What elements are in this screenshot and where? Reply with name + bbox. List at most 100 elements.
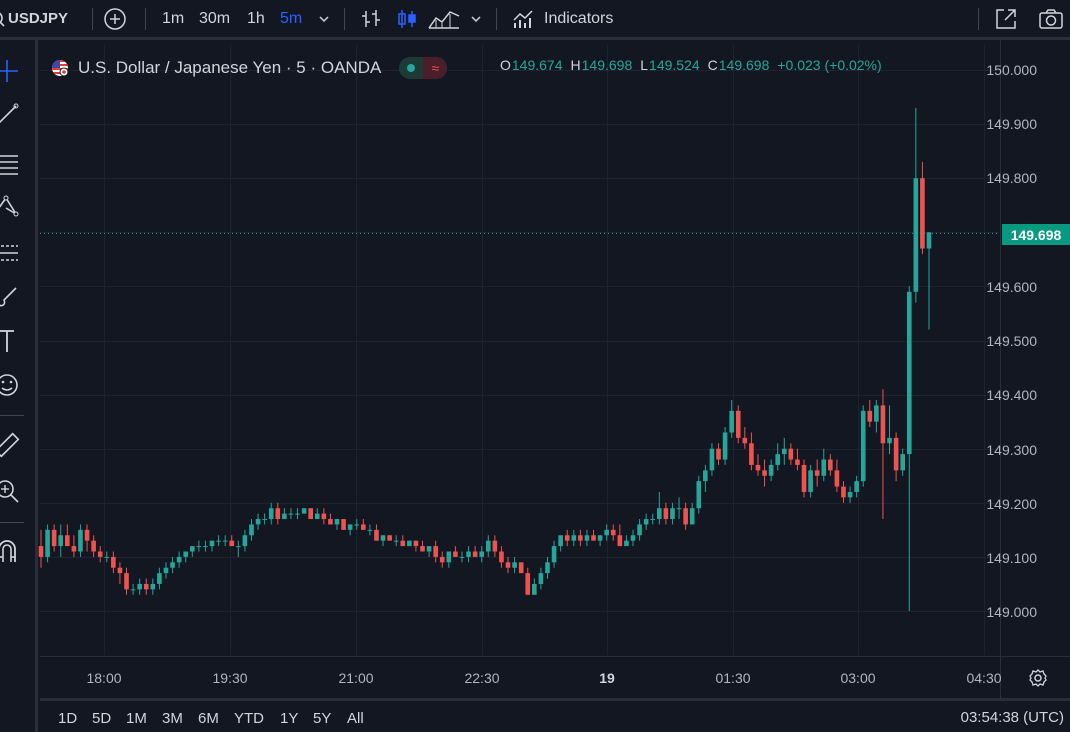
open-key: O [500,57,511,73]
candle-body [874,405,879,422]
ruler-icon [0,432,20,458]
candle-body [564,535,570,541]
trend-line-tool[interactable] [0,100,22,130]
pattern-tool[interactable] [0,192,22,222]
range-ytd[interactable]: YTD [234,710,264,727]
market-status-badge[interactable]: ≈ [399,57,448,79]
candle-body [624,540,629,547]
candle-body [262,519,267,521]
candle-body [242,535,248,547]
interval-5m-label: 5m [280,9,303,27]
candle-body [630,535,636,541]
close-value: 149.698 [718,57,770,73]
candle-body [222,540,228,542]
high-key: H [570,57,581,73]
chart-type-dropdown-button[interactable] [470,0,482,37]
candle-body [163,567,169,574]
candles-style-button[interactable] [396,0,418,37]
candle-body [170,562,175,568]
candle-body [768,464,774,476]
crosshair-tool[interactable] [0,56,22,86]
candle-body [670,508,675,520]
fib-tool[interactable] [0,148,22,178]
candle-body [38,546,44,557]
magnet-tool[interactable] [0,536,22,566]
brush-tool[interactable] [0,282,22,312]
range-1m[interactable]: 1M [126,710,147,727]
interval-5m[interactable]: 5m [280,0,302,37]
candle-body [604,529,609,536]
symbol-title[interactable]: U.S. Dollar / Japanese Yen · 5 · OANDA [78,58,382,77]
interval-30m[interactable]: 30m [199,0,230,37]
candle-body [45,529,50,557]
price-tick: 149.900 [986,116,1037,132]
candle-body [637,524,642,536]
candle-body [380,535,386,541]
gear-icon [1029,669,1047,687]
candle-body [479,551,485,557]
candle-body [499,551,504,563]
search-icon [0,12,5,27]
candle-body [518,562,524,574]
candle-body [505,562,511,568]
projection-tool[interactable] [0,238,22,268]
indicators-button[interactable]: Indicators [512,0,613,37]
measure-tool[interactable] [0,430,22,460]
interval-1m[interactable]: 1m [162,0,184,37]
candle-body [216,540,221,542]
candle-body [176,556,182,563]
candle-body [650,519,656,521]
area-style-button[interactable] [428,0,460,37]
us-flag-icon [52,60,69,77]
text-tool[interactable] [0,326,22,356]
bars-style-button[interactable] [360,0,382,37]
range-all[interactable]: All [347,710,364,727]
chart-settings-button[interactable] [1028,668,1048,693]
fib-retracement-icon [0,155,18,175]
pattern-icon [0,195,19,217]
candle-body [275,508,281,520]
candle-body [229,540,235,547]
candle-body [683,508,688,525]
interval-1m-label: 1m [162,9,185,27]
candle-body [788,448,794,460]
candle-body [255,519,261,525]
candle-body [578,535,583,541]
time-tick-day: 19 [599,670,615,686]
utc-clock[interactable]: 03:54:38 (UTC) [960,709,1064,726]
price-tick: 149.200 [986,496,1037,512]
interval-dropdown-button[interactable] [318,0,330,37]
time-tick: 22:30 [464,670,500,686]
candle-body [288,513,294,515]
range-3m[interactable]: 3M [162,710,183,727]
brush-icon [0,287,17,307]
emoji-tool[interactable] [0,370,22,400]
last-price-label: 149.698 [1002,224,1070,245]
range-1d[interactable]: 1D [58,710,78,727]
zoom-tool[interactable] [0,476,22,506]
candle-body [308,508,313,520]
candle-body [367,529,373,531]
range-6m[interactable]: 6M [198,710,219,727]
candle-body [361,524,366,530]
range-5y[interactable]: 5Y [313,710,332,727]
candle-body [775,454,781,465]
magnet-icon [0,540,16,562]
symbol-search-button[interactable]: USDJPY [0,0,68,37]
price-tick: 149.400 [986,387,1037,403]
candle-body [610,529,616,536]
range-1y[interactable]: 1Y [280,710,299,727]
candle-body [143,583,149,590]
interval-1h[interactable]: 1h [247,0,265,37]
camera-icon [1039,8,1063,29]
ohlc-values: O 149.674 H 149.698 L 149.524 C 149.698 +0.0… [500,57,890,73]
candle-body [512,562,517,568]
range-5d[interactable]: 5D [92,710,112,727]
candle-body [709,448,715,471]
fullscreen-button[interactable] [994,0,1018,37]
compare-symbol-button[interactable] [103,0,127,37]
snapshot-button[interactable] [1038,0,1064,37]
time-tick: 19:30 [212,670,248,686]
candle-body [354,524,360,526]
